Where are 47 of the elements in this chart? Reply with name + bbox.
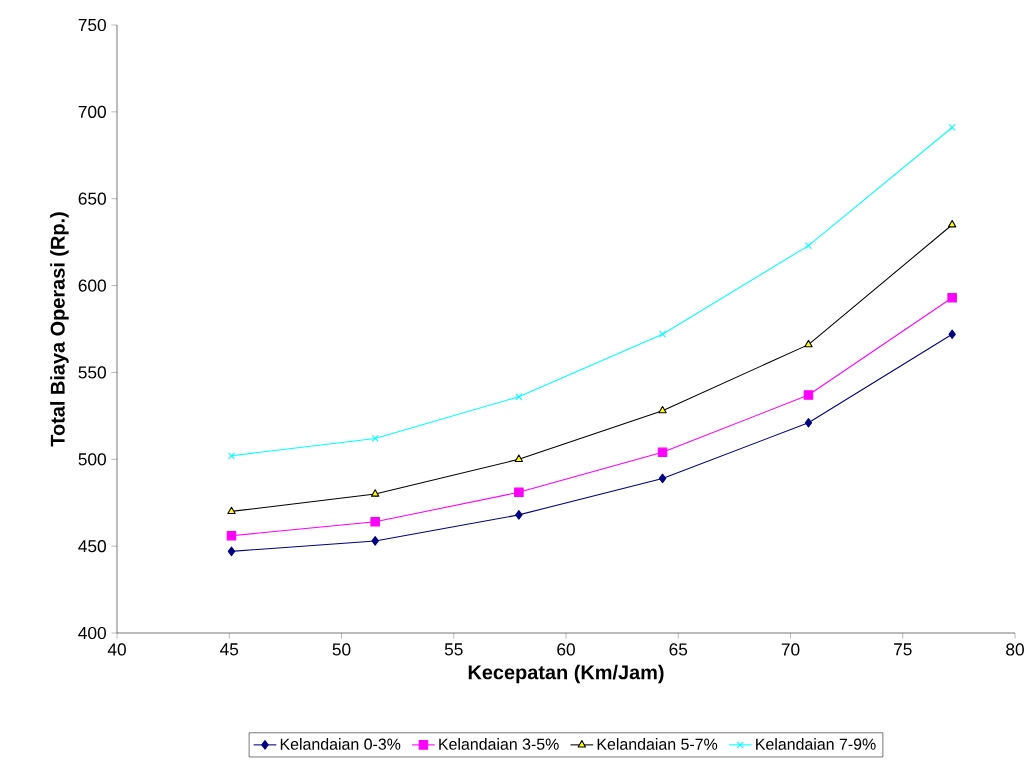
point bbox=[371, 536, 379, 546]
y-axis-title: Total Biaya Operasi (Rp.) bbox=[50, 212, 69, 447]
y-tick-label: 700 bbox=[78, 105, 106, 118]
y-tick-label: 500 bbox=[78, 453, 106, 466]
y-tick-label: 750 bbox=[78, 18, 106, 32]
point bbox=[227, 506, 236, 515]
point bbox=[804, 339, 813, 348]
x-axis-title: Kecepatan (Km/Jam) bbox=[468, 664, 664, 684]
point bbox=[514, 454, 524, 462]
legend-label: Kelandaian 5-7% bbox=[597, 738, 718, 750]
point bbox=[659, 330, 667, 338]
point bbox=[947, 292, 957, 303]
point bbox=[227, 452, 236, 460]
legend-label: Kelandaian 0-3% bbox=[280, 738, 401, 750]
point bbox=[804, 242, 812, 250]
point bbox=[515, 393, 523, 401]
point bbox=[658, 405, 667, 414]
point bbox=[515, 510, 523, 520]
x-tick-label: 50 bbox=[332, 643, 351, 656]
point bbox=[948, 123, 956, 132]
x-tick-label: 55 bbox=[444, 643, 463, 656]
point bbox=[226, 530, 237, 541]
legend-label: Kelandaian 3-5% bbox=[439, 738, 559, 750]
y-tick-label: 400 bbox=[78, 626, 106, 640]
x-tick-label: 75 bbox=[894, 643, 912, 656]
point bbox=[803, 390, 814, 400]
point bbox=[514, 487, 524, 498]
point bbox=[370, 489, 380, 497]
x-tick-label: 80 bbox=[1006, 643, 1024, 656]
x-tick-label: 45 bbox=[220, 643, 239, 656]
y-tick-label: 450 bbox=[78, 540, 106, 553]
point bbox=[657, 447, 668, 458]
point bbox=[804, 418, 813, 428]
point bbox=[370, 517, 380, 527]
legend-label: Kelandaian 7-9% bbox=[756, 738, 876, 750]
point bbox=[227, 546, 236, 557]
x-tick-label: 70 bbox=[781, 643, 800, 656]
y-tick-label: 650 bbox=[78, 192, 106, 205]
point bbox=[947, 219, 957, 228]
point bbox=[658, 473, 667, 484]
y-tick-label: 600 bbox=[78, 279, 106, 292]
point bbox=[948, 329, 956, 339]
y-tick-label: 550 bbox=[78, 366, 106, 379]
point bbox=[371, 434, 379, 442]
x-tick-label: 40 bbox=[107, 643, 126, 656]
x-tick-label: 60 bbox=[557, 643, 575, 656]
x-tick-label: 65 bbox=[669, 643, 688, 656]
